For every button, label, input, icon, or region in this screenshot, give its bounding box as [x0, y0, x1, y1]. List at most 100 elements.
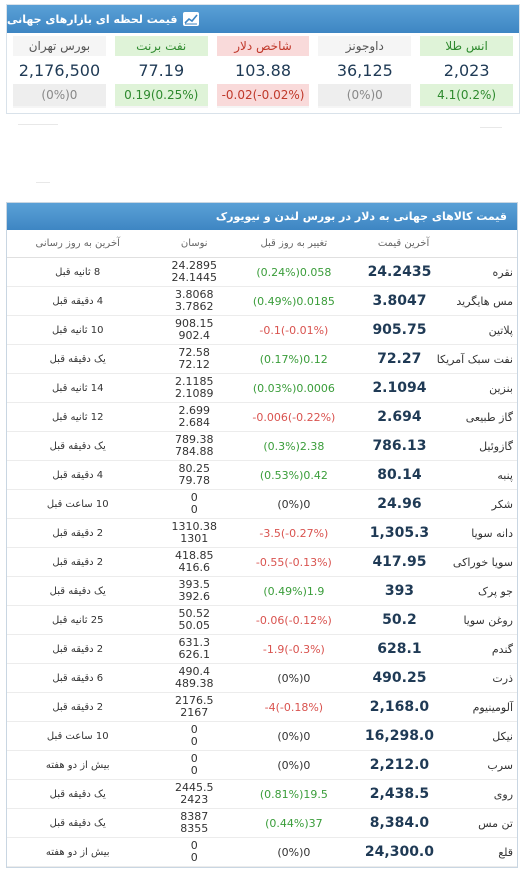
commodity-name: مس هایگرید: [456, 294, 513, 308]
commodity-name: نفت سبک آمریکا: [436, 352, 513, 366]
commodity-updated: یک دقیقه قبل: [49, 788, 106, 800]
commodity-range: 3.8068 3.7862: [148, 289, 240, 313]
table-row[interactable]: بنزین 2.1094 (0.03%)0.0006 2.1185 2.1089 14 ث…: [7, 374, 517, 403]
global-markets-title: قیمت لحظه ای بازارهای جهانی: [7, 12, 178, 26]
commodity-range: 2445.5 2423: [148, 782, 240, 806]
commodity-name: دانه سویا: [471, 526, 513, 540]
commodity-change: -0.55(-0.13%): [255, 555, 332, 569]
table-row[interactable]: نقره 24.2435 (0.24%)0.058 24.2895 24.1445 8 ث…: [7, 258, 517, 287]
table-row[interactable]: ذرت 490.25 (0%)0 490.4 489.38 6 دقیقه قبل: [7, 664, 517, 693]
table-row[interactable]: گازوئیل 786.13 (0.3%)2.38 789.38 784.88 یک دق…: [7, 432, 517, 461]
range-high: 490.4: [178, 665, 211, 678]
range-low: 50.05: [178, 619, 211, 632]
table-row[interactable]: گاز طبیعی 2.694 -0.006(-0.22%) 2.699 2.684 12…: [7, 403, 517, 432]
commodity-price: 393: [384, 583, 415, 599]
commodity-updated: یک دقیقه قبل: [49, 353, 106, 365]
commodity-change: -0.006(-0.22%): [252, 410, 336, 424]
range-low: 2167: [180, 706, 209, 719]
range-high: 393.5: [178, 578, 211, 591]
commodity-range: 418.85 416.6: [148, 550, 240, 574]
range-high: 72.58: [178, 346, 210, 359]
market-tile[interactable]: شاخص دلار 103.88 -0.02(-0.02%): [216, 36, 310, 108]
market-tile[interactable]: انس طلا 2,023 4.1(0.2%): [420, 36, 513, 108]
commodity-name: گازوئیل: [479, 439, 513, 453]
market-tile[interactable]: بورس تهران 2,176,500 (0%)0: [13, 36, 106, 108]
table-row[interactable]: نفت سبک آمریکا 72.27 (0.17%)0.12 72.58 72.12…: [7, 345, 517, 374]
table-row[interactable]: مس هایگرید 3.8047 (0.49%)0.0185 3.8068 3.786…: [7, 287, 517, 316]
tile-value: 2,023: [420, 56, 513, 84]
table-row[interactable]: سرب 2,212.0 (0%)0 0 0 بیش از دو هفته: [7, 751, 517, 780]
commodity-updated: 12 ثانیه قبل: [51, 411, 104, 423]
table-row[interactable]: روغن سویا 50.2 -0.06(-0.12%) 50.52 50.05 25 ث…: [7, 606, 517, 635]
range-low: 0: [190, 503, 198, 516]
tile-value: 77.19: [114, 56, 208, 84]
table-row[interactable]: آلومینیوم 2,168.0 -4(-0.18%) 2176.5 2167 2 دق…: [7, 693, 517, 722]
col-price: آخرین قیمت: [377, 238, 430, 249]
table-row[interactable]: روی 2,438.5 (0.81%)19.5 2445.5 2423 یک دقیقه …: [7, 780, 517, 809]
commodity-range: 393.5 392.6: [148, 579, 240, 603]
commodity-change: -1.9(-0.3%): [262, 642, 325, 656]
commodity-range: 789.38 784.88: [148, 434, 240, 458]
commodity-price: 417.95: [372, 554, 427, 570]
table-row[interactable]: تن مس 8,384.0 (0.44%)37 8387 8355 یک دقیقه قب…: [7, 809, 517, 838]
commodity-price: 786.13: [372, 438, 427, 454]
commodity-change: (0%)0: [277, 671, 311, 685]
commodity-range: 80.25 79.78: [148, 463, 240, 487]
range-low: 626.1: [178, 648, 211, 661]
commodity-change: (0.49%)1.9: [263, 584, 325, 598]
table-row[interactable]: شکر 24.96 (0%)0 0 0 10 ساعت قبل: [7, 490, 517, 519]
table-row[interactable]: جو پرک 393 (0.49%)1.9 393.5 392.6 یک دقیقه قب…: [7, 577, 517, 606]
range-low: 784.88: [175, 445, 214, 458]
commodity-name: نقره: [492, 265, 513, 279]
market-tile[interactable]: نفت برنت 77.19 0.19(0.25%): [114, 36, 208, 108]
commodity-price: 72.27: [377, 351, 422, 367]
range-high: 2176.5: [175, 694, 214, 707]
table-row[interactable]: قلع 24,300.0 (0%)0 0 0 بیش از دو هفته: [7, 838, 517, 867]
range-high: 2.1185: [175, 375, 214, 388]
table-row[interactable]: دانه سویا 1,305.3 -3.5(-0.27%) 1310.38 1301 2…: [7, 519, 517, 548]
commodity-change: (0%)0: [277, 497, 311, 511]
commodities-title: قیمت کالاهای جهانی به دلار در بورس لندن …: [215, 210, 507, 223]
commodity-updated: 10 ثانیه قبل: [51, 324, 104, 336]
range-high: 0: [190, 839, 198, 852]
tile-value: 36,125: [318, 56, 412, 84]
commodity-range: 72.58 72.12: [148, 347, 240, 371]
range-low: 2.684: [178, 416, 211, 429]
table-column-headers: آخرین قیمت تغییر به روز قبل نوسان آخرین …: [7, 230, 517, 258]
commodity-updated: 6 دقیقه قبل: [52, 672, 104, 684]
tile-name: انس طلا: [420, 36, 513, 56]
market-tiles: انس طلا 2,023 4.1(0.2%) داوجونز 36,125 (0%)0 ش…: [13, 36, 513, 108]
commodity-name: نیکل: [492, 729, 513, 743]
commodity-updated: 4 دقیقه قبل: [52, 469, 104, 481]
range-low: 392.6: [178, 590, 211, 603]
commodity-price: 2,438.5: [369, 786, 430, 802]
commodity-change: (0.17%)0.12: [259, 352, 328, 366]
commodity-change: (0.3%)2.38: [263, 439, 325, 453]
col-range: نوسان: [180, 238, 208, 249]
commodity-change: (0.44%)37: [265, 816, 323, 830]
commodity-updated: یک دقیقه قبل: [49, 817, 106, 829]
table-row[interactable]: گندم 628.1 -1.9(-0.3%) 631.3 626.1 2 دقیقه قب…: [7, 635, 517, 664]
range-low: 2423: [180, 793, 209, 806]
table-row[interactable]: پنبه 80.14 (0.53%)0.42 80.25 79.78 4 دقیقه قب…: [7, 461, 517, 490]
table-row[interactable]: سویا خوراکی 417.95 -0.55(-0.13%) 418.85 416.…: [7, 548, 517, 577]
market-tile[interactable]: داوجونز 36,125 (0%)0: [318, 36, 412, 108]
commodity-change: -0.06(-0.12%): [255, 613, 332, 627]
table-row[interactable]: پلاتین 905.75 -0.1(-0.01%) 908.15 902.4 10 ثا…: [7, 316, 517, 345]
commodity-name: تن مس: [478, 816, 513, 830]
table-row[interactable]: نیکل 16,298.0 (0%)0 0 0 10 ساعت قبل: [7, 722, 517, 751]
commodity-range: 50.52 50.05: [148, 608, 240, 632]
commodity-updated: 10 ساعت قبل: [46, 498, 109, 510]
commodity-change: (0.49%)0.0185: [252, 294, 335, 308]
tile-name: شاخص دلار: [216, 36, 310, 56]
range-high: 631.3: [178, 636, 211, 649]
commodity-price: 50.2: [382, 612, 417, 628]
commodity-range: 1310.38 1301: [148, 521, 240, 545]
commodity-range: 2.1185 2.1089: [148, 376, 240, 400]
table-body: نقره 24.2435 (0.24%)0.058 24.2895 24.1445 8 ث…: [7, 258, 517, 867]
tile-value: 103.88: [216, 56, 310, 84]
